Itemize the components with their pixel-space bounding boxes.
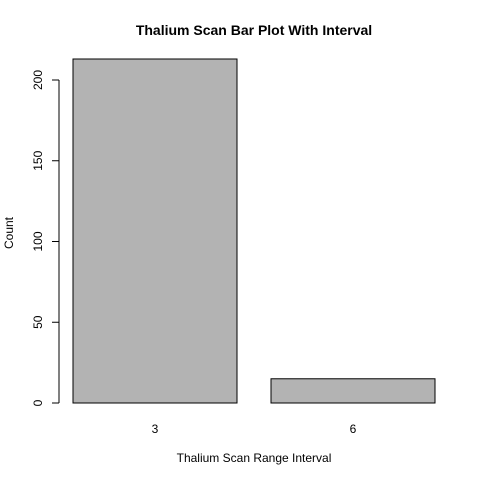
- x-tick-label: 6: [350, 422, 357, 436]
- y-tick-label: 0: [31, 399, 45, 406]
- y-tick-label: 150: [31, 150, 45, 170]
- bars-group: [72, 58, 436, 404]
- bar-3: [72, 58, 238, 404]
- y-tick-label: 50: [31, 315, 45, 329]
- x-axis-label: Thalium Scan Range Interval: [177, 451, 332, 465]
- chart-title: Thalium Scan Bar Plot With Interval: [136, 22, 372, 38]
- y-axis: 0 50 100 150 200: [31, 70, 60, 406]
- bar-6: [270, 378, 436, 404]
- y-tick-label: 200: [31, 70, 45, 90]
- x-tick-label: 3: [152, 422, 159, 436]
- y-tick-label: 100: [31, 231, 45, 251]
- y-axis-label: Count: [2, 216, 16, 249]
